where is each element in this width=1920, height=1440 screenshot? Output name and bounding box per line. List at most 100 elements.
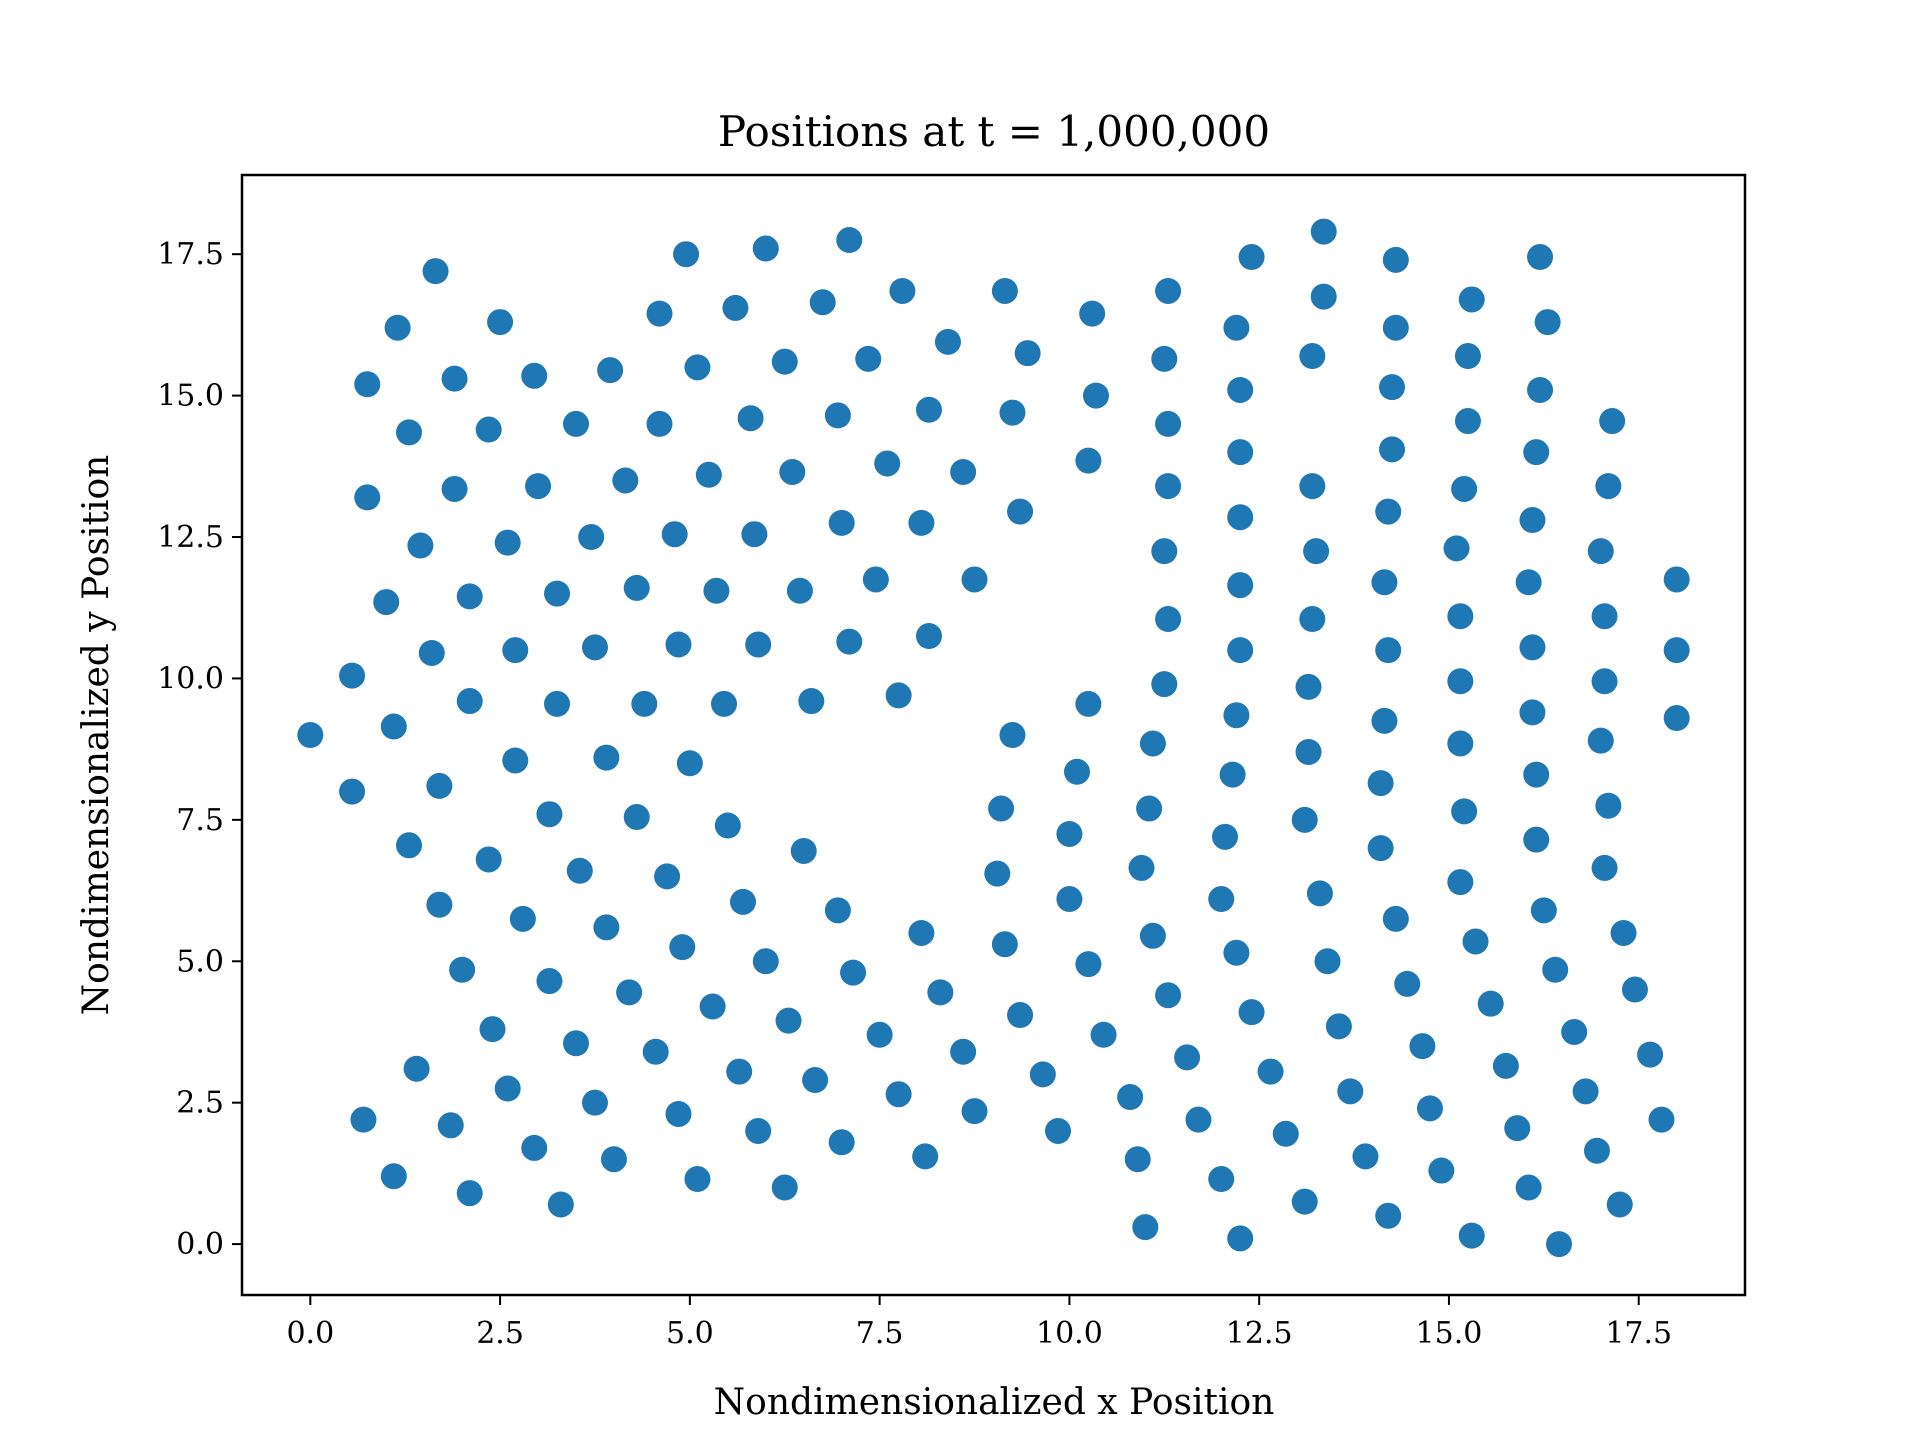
- data-point: [1587, 538, 1614, 565]
- data-point: [786, 577, 813, 604]
- data-point: [380, 1163, 407, 1190]
- data-point: [1515, 569, 1542, 596]
- x-axis-label: Nondimensionalized x Position: [714, 1382, 1275, 1423]
- data-point: [934, 328, 961, 355]
- data-point: [1056, 820, 1083, 847]
- data-point: [790, 837, 817, 864]
- data-point: [862, 566, 889, 593]
- data-point: [384, 314, 411, 341]
- data-point: [1314, 948, 1341, 975]
- data-point: [380, 713, 407, 740]
- x-tick-label: 5.0: [666, 1316, 714, 1351]
- data-point: [714, 812, 741, 839]
- data-point: [563, 410, 589, 437]
- data-point: [1223, 939, 1250, 966]
- data-point: [798, 688, 825, 715]
- data-point: [809, 289, 836, 316]
- data-point: [581, 634, 608, 661]
- data-point: [1621, 976, 1648, 1003]
- data-point: [1379, 374, 1406, 401]
- data-point: [1542, 956, 1569, 983]
- data-point: [1382, 905, 1409, 932]
- x-tick-label: 7.5: [856, 1316, 904, 1351]
- data-point: [703, 577, 730, 604]
- data-point: [1610, 919, 1637, 946]
- data-point: [479, 1016, 506, 1043]
- data-point: [684, 1166, 711, 1193]
- data-point: [665, 1100, 692, 1127]
- data-point: [426, 772, 453, 799]
- data-point: [1591, 854, 1618, 881]
- data-point: [1128, 854, 1155, 881]
- data-point: [1451, 475, 1478, 502]
- data-point: [684, 354, 711, 381]
- data-point: [1587, 727, 1614, 754]
- data-point: [1534, 309, 1561, 336]
- data-point: [437, 1112, 464, 1139]
- data-point: [1185, 1106, 1212, 1133]
- data-point: [741, 521, 768, 548]
- data-point: [1663, 705, 1690, 732]
- data-point: [1606, 1191, 1633, 1218]
- data-point: [654, 863, 681, 890]
- data-point: [339, 662, 366, 689]
- data-point: [1291, 1188, 1318, 1215]
- data-point: [1238, 244, 1265, 271]
- data-point: [771, 1174, 798, 1201]
- x-tick-label: 0.0: [286, 1316, 334, 1351]
- y-tick-label: 7.5: [176, 803, 224, 838]
- y-axis-label: Nondimensionalized y Position: [76, 455, 117, 1016]
- y-tick-label: 15.0: [157, 379, 224, 414]
- data-point: [456, 688, 483, 715]
- data-point: [1090, 1021, 1117, 1048]
- data-point: [836, 628, 863, 655]
- data-point: [669, 934, 696, 961]
- data-point: [1595, 792, 1622, 819]
- data-point: [1458, 1222, 1485, 1249]
- data-point: [695, 461, 722, 488]
- data-point: [775, 1007, 802, 1034]
- data-point: [494, 1075, 521, 1102]
- data-point: [661, 521, 688, 548]
- data-point: [676, 750, 703, 777]
- data-point: [828, 509, 855, 536]
- data-point: [1155, 473, 1182, 500]
- data-point: [1375, 1202, 1402, 1229]
- data-point: [1454, 408, 1481, 435]
- data-point: [885, 1081, 912, 1108]
- data-point: [1124, 1146, 1151, 1173]
- data-point: [396, 832, 422, 859]
- data-point: [1325, 1013, 1352, 1040]
- data-point: [1155, 982, 1182, 1009]
- x-tick-label: 17.5: [1605, 1316, 1672, 1351]
- data-point: [422, 258, 449, 285]
- data-point: [1367, 835, 1394, 862]
- data-point: [1454, 343, 1481, 370]
- data-point: [1591, 668, 1618, 695]
- data-point: [836, 227, 863, 254]
- data-point: [1014, 340, 1041, 367]
- data-point: [1155, 277, 1182, 304]
- y-tick-label: 2.5: [176, 1086, 224, 1121]
- y-tick-label: 10.0: [157, 661, 224, 696]
- data-point: [726, 1058, 753, 1085]
- y-tick-label: 17.5: [157, 237, 224, 272]
- data-point: [950, 1038, 977, 1065]
- data-point: [1007, 498, 1034, 525]
- data-point: [1637, 1041, 1664, 1068]
- y-tick-label: 0.0: [176, 1227, 224, 1262]
- data-point: [1295, 673, 1322, 700]
- data-point: [631, 690, 658, 717]
- data-point: [1546, 1231, 1573, 1258]
- data-point: [1303, 538, 1330, 565]
- data-point: [1572, 1078, 1599, 1105]
- y-tick-label: 5.0: [176, 944, 224, 979]
- data-point: [502, 747, 529, 774]
- data-point: [1447, 668, 1474, 695]
- data-point: [1515, 1174, 1542, 1201]
- data-point: [1583, 1137, 1610, 1164]
- data-point: [449, 956, 476, 983]
- data-point: [581, 1089, 608, 1116]
- data-point: [1117, 1084, 1144, 1111]
